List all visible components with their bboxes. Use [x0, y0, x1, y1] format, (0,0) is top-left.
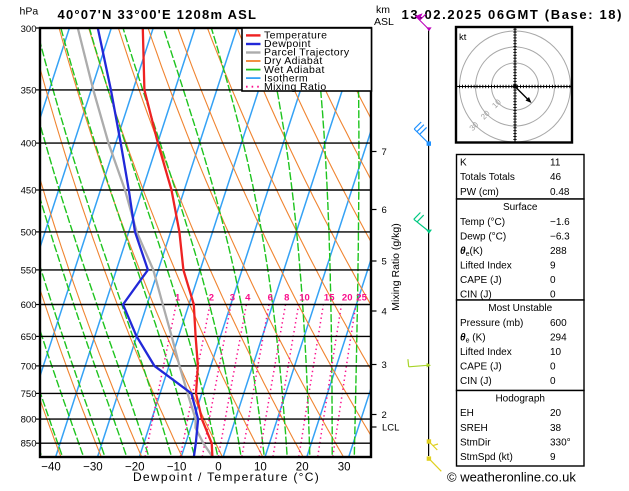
- svg-text:8: 8: [284, 293, 289, 304]
- svg-text:7: 7: [382, 147, 387, 158]
- svg-text:Totals Totals: Totals Totals: [460, 172, 515, 183]
- svg-text:Temp (°C): Temp (°C): [460, 217, 505, 228]
- svg-text:30: 30: [338, 462, 351, 474]
- svg-text:CIN (J): CIN (J): [460, 376, 492, 387]
- svg-text:θe (K): θe (K): [460, 332, 486, 344]
- svg-text:LCL: LCL: [382, 422, 399, 433]
- svg-text:CAPE (J): CAPE (J): [460, 275, 502, 286]
- svg-text:CIN (J): CIN (J): [460, 290, 492, 301]
- svg-text:10: 10: [254, 462, 267, 474]
- svg-text:4: 4: [382, 306, 387, 317]
- svg-text:15: 15: [324, 293, 335, 304]
- svg-text:9: 9: [550, 260, 556, 271]
- svg-text:−20: −20: [125, 462, 145, 474]
- svg-text:10: 10: [550, 347, 562, 358]
- svg-text:20: 20: [550, 408, 562, 419]
- svg-text:Dewpoint: Dewpoint: [264, 38, 311, 50]
- svg-text:46: 46: [550, 172, 562, 183]
- svg-text:40°07'N 33°00'E 1208m ASL: 40°07'N 33°00'E 1208m ASL: [58, 7, 257, 22]
- svg-text:9: 9: [550, 452, 556, 463]
- svg-text:Wet Adiabat: Wet Adiabat: [264, 64, 325, 76]
- svg-text:3: 3: [230, 293, 235, 304]
- svg-text:0.48: 0.48: [550, 187, 570, 198]
- svg-text:20: 20: [296, 462, 309, 474]
- svg-text:ASL: ASL: [374, 16, 394, 28]
- svg-text:Pressure (mb): Pressure (mb): [460, 318, 523, 329]
- svg-text:400: 400: [21, 139, 37, 150]
- svg-text:300: 300: [21, 24, 37, 35]
- svg-text:500: 500: [21, 227, 37, 238]
- svg-text:StmDir: StmDir: [460, 437, 491, 448]
- svg-text:11: 11: [550, 158, 561, 169]
- svg-text:km: km: [376, 4, 390, 16]
- svg-text:θe(K): θe(K): [460, 246, 483, 258]
- svg-text:Most Unstable: Most Unstable: [488, 303, 552, 314]
- svg-text:Mixing Ratio (g/kg): Mixing Ratio (g/kg): [390, 223, 402, 311]
- svg-text:CAPE (J): CAPE (J): [460, 361, 502, 372]
- svg-text:EH: EH: [460, 408, 474, 419]
- svg-text:1: 1: [175, 293, 181, 304]
- svg-text:450: 450: [21, 185, 37, 196]
- svg-text:K: K: [460, 158, 467, 169]
- svg-text:StmSpd (kt): StmSpd (kt): [460, 452, 513, 463]
- svg-text:20: 20: [342, 293, 353, 304]
- svg-text:0: 0: [550, 275, 556, 286]
- svg-text:Dry Adiabat: Dry Adiabat: [264, 55, 323, 67]
- svg-text:800: 800: [21, 415, 37, 426]
- svg-text:Lifted Index: Lifted Index: [460, 260, 512, 271]
- svg-text:PW (cm): PW (cm): [460, 187, 499, 198]
- svg-text:Dewp (°C): Dewp (°C): [460, 231, 506, 242]
- svg-text:© weatheronline.co.uk: © weatheronline.co.uk: [447, 470, 576, 485]
- svg-text:Mixing Ratio: Mixing Ratio: [264, 81, 327, 93]
- svg-text:600: 600: [550, 318, 567, 329]
- svg-text:Dewpoint / Temperature (°C): Dewpoint / Temperature (°C): [133, 470, 320, 484]
- svg-text:Hodograph: Hodograph: [495, 394, 544, 405]
- svg-text:0: 0: [550, 376, 556, 387]
- svg-text:850: 850: [21, 439, 37, 450]
- svg-text:0: 0: [550, 290, 556, 301]
- svg-text:25: 25: [356, 293, 367, 304]
- svg-text:Parcel Trajectory: Parcel Trajectory: [264, 47, 350, 59]
- svg-text:0: 0: [215, 462, 221, 474]
- svg-text:13.02.2025 06GMT (Base: 18): 13.02.2025 06GMT (Base: 18): [402, 7, 622, 22]
- svg-text:5: 5: [382, 256, 387, 267]
- svg-text:38: 38: [550, 423, 562, 434]
- svg-text:SREH: SREH: [460, 423, 488, 434]
- svg-text:kt: kt: [459, 32, 467, 43]
- svg-text:2: 2: [382, 410, 387, 421]
- svg-text:350: 350: [21, 85, 37, 96]
- svg-text:600: 600: [21, 300, 37, 311]
- svg-text:0: 0: [550, 361, 556, 372]
- svg-text:Temperature: Temperature: [264, 30, 327, 42]
- svg-text:−6.3: −6.3: [550, 231, 570, 242]
- svg-text:−30: −30: [83, 462, 103, 474]
- svg-text:294: 294: [550, 332, 567, 343]
- svg-text:4: 4: [245, 293, 251, 304]
- svg-text:−10: −10: [167, 462, 187, 474]
- svg-text:550: 550: [21, 265, 37, 276]
- svg-text:700: 700: [21, 361, 37, 372]
- svg-text:10: 10: [299, 293, 310, 304]
- svg-text:330°: 330°: [550, 437, 571, 448]
- svg-text:750: 750: [21, 389, 37, 400]
- svg-text:−1.6: −1.6: [550, 217, 570, 228]
- svg-text:Isotherm: Isotherm: [264, 72, 308, 84]
- svg-text:6: 6: [268, 293, 273, 304]
- svg-text:288: 288: [550, 246, 567, 257]
- svg-text:Surface: Surface: [503, 202, 538, 213]
- svg-text:−40: −40: [41, 462, 61, 474]
- svg-text:3: 3: [382, 360, 387, 371]
- svg-text:Lifted Index: Lifted Index: [460, 347, 512, 358]
- svg-text:6: 6: [382, 205, 387, 216]
- svg-text:2: 2: [209, 293, 214, 304]
- svg-text:650: 650: [21, 332, 37, 343]
- svg-text:hPa: hPa: [20, 6, 39, 18]
